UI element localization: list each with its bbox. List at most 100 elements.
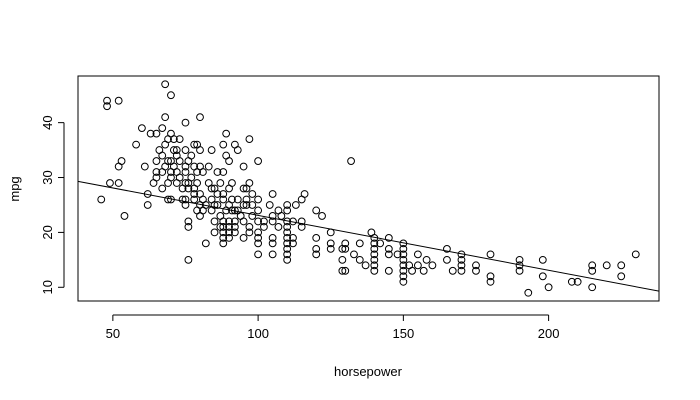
data-point <box>207 184 216 193</box>
data-point <box>300 190 309 198</box>
data-point <box>239 233 248 242</box>
data-point <box>291 201 300 209</box>
data-point <box>602 261 611 270</box>
data-point <box>213 201 222 209</box>
data-point <box>175 157 184 165</box>
data-point <box>457 255 466 264</box>
data-point <box>486 250 495 259</box>
data-point <box>486 272 495 281</box>
data-point <box>399 255 408 264</box>
y-axis: 10 20 30 40 <box>40 115 65 295</box>
data-point <box>184 217 193 226</box>
data-point <box>225 217 233 226</box>
data-point <box>213 190 222 198</box>
data-point <box>219 140 228 149</box>
data-point <box>399 277 408 286</box>
data-point <box>230 217 239 226</box>
data-point <box>297 217 306 226</box>
data-point <box>338 255 347 264</box>
data-point <box>338 266 347 275</box>
data-point <box>631 250 640 259</box>
data-point <box>268 250 277 259</box>
data-point <box>210 201 219 209</box>
data-point <box>341 266 350 275</box>
data-point <box>152 129 161 138</box>
data-point <box>268 190 277 198</box>
data-point <box>222 129 231 138</box>
data-point <box>228 206 236 215</box>
data-point <box>384 233 393 242</box>
data-point <box>544 283 553 292</box>
data-point <box>245 179 254 187</box>
data-point <box>355 255 364 264</box>
data-point <box>103 96 111 105</box>
data-point <box>370 266 379 275</box>
data-point <box>413 261 422 270</box>
data-point <box>114 96 123 105</box>
plot-frame <box>77 75 660 302</box>
data-point <box>326 239 335 248</box>
data-point <box>219 190 228 198</box>
data-point <box>132 140 141 149</box>
data-point <box>254 233 263 242</box>
data-point <box>245 228 254 237</box>
data-point <box>181 168 190 176</box>
data-point <box>260 223 268 231</box>
data-point <box>283 239 292 248</box>
data-point <box>289 239 297 248</box>
data-point <box>254 239 263 248</box>
data-point <box>384 266 393 275</box>
data-point <box>312 250 321 259</box>
data-point <box>196 113 204 122</box>
data-point <box>617 261 626 270</box>
data-points <box>97 80 640 297</box>
data-point <box>187 173 196 182</box>
data-point <box>152 168 161 176</box>
y-tick-label: 20 <box>40 225 55 239</box>
data-point <box>219 223 228 231</box>
data-point <box>140 162 149 171</box>
data-point <box>567 277 576 286</box>
data-point <box>219 233 228 242</box>
data-point <box>239 162 248 171</box>
data-point <box>242 195 251 204</box>
data-point <box>422 255 431 264</box>
data-point <box>283 255 292 264</box>
data-point <box>207 146 216 154</box>
data-point <box>538 272 547 281</box>
data-point <box>248 201 257 209</box>
data-point <box>219 228 228 237</box>
regression-line <box>77 180 660 292</box>
data-point <box>370 261 379 270</box>
data-point <box>219 168 228 176</box>
data-point <box>233 195 242 204</box>
data-point <box>413 250 422 259</box>
x-tick-label: 200 <box>538 326 560 341</box>
data-point <box>384 250 393 259</box>
data-point <box>175 173 184 182</box>
data-point <box>283 201 292 209</box>
data-point <box>268 239 277 248</box>
x-axis-title: horsepower <box>334 364 403 379</box>
data-point <box>399 244 408 253</box>
data-point <box>341 239 350 248</box>
data-point <box>106 179 114 187</box>
data-point <box>152 173 161 182</box>
data-point <box>213 168 222 176</box>
data-point <box>283 223 292 231</box>
y-tick-label: 40 <box>40 115 55 129</box>
data-point <box>393 250 402 259</box>
data-point <box>283 250 292 259</box>
data-point <box>120 212 129 220</box>
data-point <box>312 244 321 253</box>
y-tick-label: 10 <box>40 280 55 294</box>
data-point <box>355 239 364 248</box>
x-axis: 50 100 150 200 <box>106 314 560 341</box>
data-point <box>515 266 524 275</box>
data-point <box>443 244 451 253</box>
data-point <box>219 195 228 204</box>
data-point <box>341 244 350 253</box>
data-point <box>219 217 228 226</box>
data-point <box>158 151 167 160</box>
data-point <box>228 195 236 204</box>
